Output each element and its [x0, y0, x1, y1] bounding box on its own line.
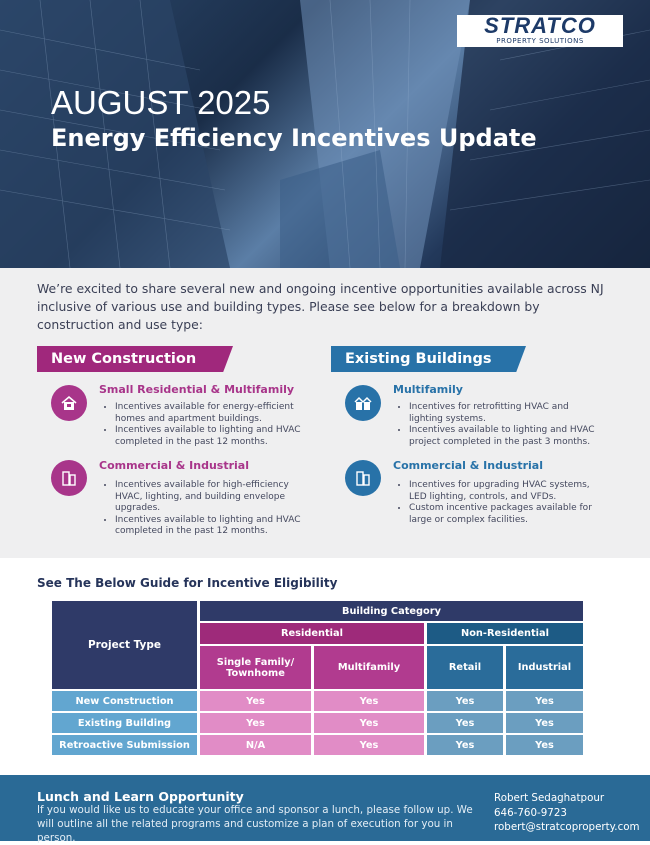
guide-title: See The Below Guide for Incentive Eligib…: [37, 576, 338, 590]
cell: Yes: [506, 735, 583, 755]
eligibility-table: Project Type Building Category Residenti…: [49, 599, 586, 757]
cell: Yes: [427, 713, 503, 733]
cell: Yes: [314, 735, 424, 755]
logo-tagline: PROPERTY SOLUTIONS: [496, 37, 584, 45]
cell: Yes: [506, 713, 583, 733]
footer: Lunch and Learn Opportunity If you would…: [0, 775, 650, 844]
content-section: [0, 268, 650, 558]
cell: Yes: [427, 735, 503, 755]
intro-text: We’re excited to share several new and o…: [37, 281, 604, 332]
apartment-icon: [345, 385, 381, 421]
contact-phone[interactable]: 646-760-9723: [494, 806, 567, 819]
existing-buildings-banner: Existing Buildings: [331, 346, 526, 372]
bullet-list: Incentives available for high-efficiency…: [101, 480, 301, 538]
skyscraper-background-image: [0, 0, 650, 268]
bullet-item: Incentives for upgrading HVAC systems, L…: [409, 480, 595, 503]
new-construction-banner: New Construction: [37, 346, 233, 372]
item-title: Commercial & Industrial: [99, 459, 249, 472]
bullet-list: Incentives available for energy-efficien…: [101, 402, 301, 448]
bullet-item: Custom incentive packages available for …: [409, 503, 595, 526]
non-residential-header: Non-Residential: [427, 623, 583, 644]
contact-name: Robert Sedaghatpour: [494, 792, 605, 804]
cell: Yes: [314, 691, 424, 711]
cell: Yes: [200, 713, 311, 733]
footer-title: Lunch and Learn Opportunity: [37, 789, 244, 804]
bullet-item: Incentives for retrofitting HVAC and lig…: [409, 402, 595, 425]
item-title: Small Residential & Multifamily: [99, 383, 295, 396]
contact-info: Robert Sedaghatpour 646-760-9723 robert@…: [494, 791, 640, 835]
office-buildings-icon: [345, 460, 381, 496]
house-icon: [51, 385, 87, 421]
bullet-item: Incentives available to lighting and HVA…: [115, 425, 301, 448]
item-title: Multifamily: [393, 383, 463, 396]
column-header: Retail: [427, 646, 503, 689]
cell: Yes: [506, 691, 583, 711]
bullet-item: Incentives available for energy-efficien…: [115, 402, 301, 425]
logo-brand: STRATCO: [484, 13, 596, 38]
table-row: Existing Building Yes Yes Yes Yes: [52, 713, 583, 733]
row-label: Retroactive Submission: [52, 735, 197, 755]
building-category-header: Building Category: [200, 601, 583, 621]
page-subtitle: Energy Efficiency Incentives Update: [51, 124, 537, 152]
column-header: Single Family/ Townhome: [200, 646, 311, 689]
cell: Yes: [427, 691, 503, 711]
column-header: Industrial: [506, 646, 583, 689]
bullet-item: Incentives available to lighting and HVA…: [409, 425, 595, 448]
column-header: Multifamily: [314, 646, 424, 689]
office-buildings-icon: [51, 460, 87, 496]
cell: Yes: [200, 691, 311, 711]
bullet-list: Incentives for retrofitting HVAC and lig…: [395, 402, 595, 448]
cell: N/A: [200, 735, 311, 755]
page-title: AUGUST 2025: [51, 84, 271, 121]
stratco-logo: STRATCO PROPERTY SOLUTIONS: [457, 15, 623, 47]
table-row: Retroactive Submission N/A Yes Yes Yes: [52, 735, 583, 755]
cell: Yes: [314, 713, 424, 733]
hero-banner: STRATCO PROPERTY SOLUTIONS AUGUST 2025 E…: [0, 0, 650, 268]
project-type-header: Project Type: [52, 601, 197, 689]
item-title: Commercial & Industrial: [393, 459, 543, 472]
contact-email[interactable]: robert@stratcoproperty.com: [494, 821, 640, 833]
bullet-item: Incentives available for high-efficiency…: [115, 480, 301, 515]
row-label: New Construction: [52, 691, 197, 711]
residential-header: Residential: [200, 623, 424, 644]
table-row: New Construction Yes Yes Yes Yes: [52, 691, 583, 711]
bullet-list: Incentives for upgrading HVAC systems, L…: [395, 480, 595, 526]
footer-text: If you would like us to educate your off…: [37, 804, 473, 844]
row-label: Existing Building: [52, 713, 197, 733]
bullet-item: Incentives available to lighting and HVA…: [115, 515, 301, 538]
